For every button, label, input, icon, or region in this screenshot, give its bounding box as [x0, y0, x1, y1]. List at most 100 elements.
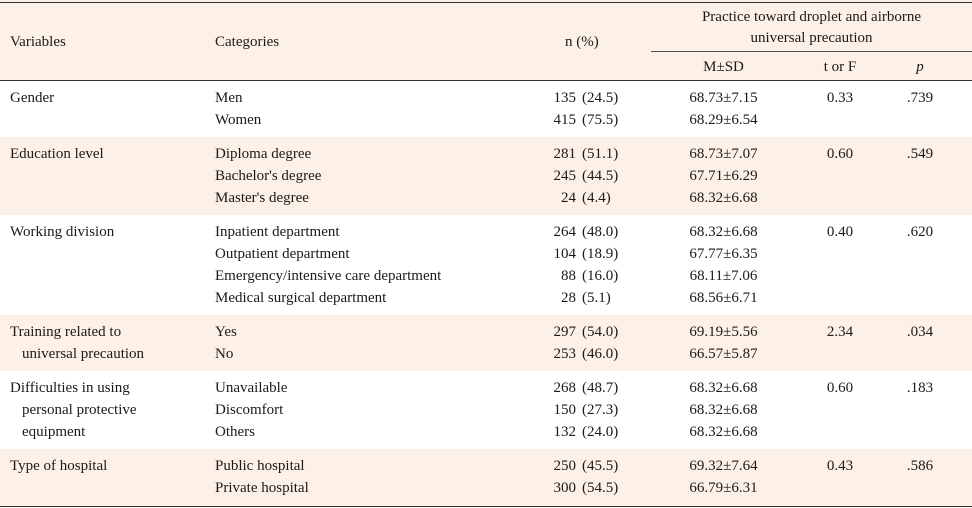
- percent-value: (5.1): [582, 290, 611, 306]
- category-label: Yes: [215, 324, 237, 340]
- n-pct-cell: 297 (54.0): [520, 321, 624, 343]
- category-label: Inpatient department: [215, 224, 340, 240]
- category-label: No: [215, 346, 234, 362]
- n-pct-cell: 264 (48.0): [520, 221, 624, 243]
- test-statistic: 0.60: [826, 380, 854, 396]
- percent-value: (16.0): [582, 268, 619, 284]
- variable-label: Type of hospital: [10, 458, 108, 474]
- count-value: 104: [553, 246, 577, 262]
- category-label: Unavailable: [215, 380, 288, 396]
- mean-sd-value: 68.73±7.15: [689, 90, 758, 106]
- row-band: [0, 449, 972, 506]
- variable-label: Working division: [10, 224, 115, 240]
- n-pct-cell: 253 (46.0): [520, 343, 624, 365]
- mean-sd-value: 68.73±7.07: [689, 146, 758, 162]
- row-band: [0, 315, 972, 371]
- category-label: Private hospital: [215, 480, 309, 496]
- percent-value: (46.0): [582, 346, 619, 362]
- category-label: Discomfort: [215, 402, 284, 418]
- count-value: 268: [553, 380, 577, 396]
- mean-sd-value: 67.77±6.35: [689, 246, 758, 262]
- percent-value: (48.0): [582, 224, 619, 240]
- category-label: Diploma degree: [215, 146, 312, 162]
- n-pct-cell: 300 (54.5): [520, 477, 624, 499]
- test-statistic: 2.34: [826, 324, 854, 340]
- n-pct-cell: 415 (75.5): [520, 109, 624, 131]
- test-statistic: 0.43: [826, 458, 854, 474]
- variable-label: equipment: [22, 424, 86, 440]
- test-statistic: 0.40: [826, 224, 854, 240]
- percent-value: (51.1): [582, 146, 619, 162]
- header-practice-line1: Practice toward droplet and airborne: [701, 9, 922, 25]
- mean-sd-value: 68.56±6.71: [689, 290, 758, 306]
- mean-sd-value: 68.32±6.68: [689, 190, 758, 206]
- count-value: 150: [553, 402, 577, 418]
- percent-value: (24.0): [582, 424, 619, 440]
- percent-value: (48.7): [582, 380, 619, 396]
- n-pct-cell: 150 (27.3): [520, 399, 624, 421]
- count-value: 132: [553, 424, 577, 440]
- category-label: Bachelor's degree: [215, 168, 322, 184]
- mean-sd-value: 69.19±5.56: [689, 324, 758, 340]
- mean-sd-value: 68.11±7.06: [689, 268, 758, 284]
- percent-value: (44.5): [582, 168, 619, 184]
- n-pct-cell: 132 (24.0): [520, 421, 624, 443]
- n-pct-cell: 88 (16.0): [520, 265, 624, 287]
- header-categories: Categories: [215, 34, 280, 50]
- n-pct-cell: 135 (24.5): [520, 87, 624, 109]
- variable-label: Training related to: [10, 324, 122, 340]
- n-pct-cell: 245 (44.5): [520, 165, 624, 187]
- percent-value: (45.5): [582, 458, 619, 474]
- p-value: .549: [906, 146, 934, 162]
- p-value: .586: [906, 458, 934, 474]
- category-label: Master's degree: [215, 190, 309, 206]
- header-msd: M±SD: [703, 59, 744, 75]
- header-p: p: [916, 59, 924, 75]
- header-n-pct: n (%): [565, 34, 599, 50]
- category-label: Women: [215, 112, 262, 128]
- test-statistic: 0.33: [826, 90, 854, 106]
- n-pct-cell: 24 (4.4): [520, 187, 624, 209]
- top-rule: [0, 2, 972, 3]
- mean-sd-value: 66.79±6.31: [689, 480, 758, 496]
- mean-sd-value: 68.32±6.68: [689, 402, 758, 418]
- category-label: Emergency/intensive care department: [215, 268, 442, 284]
- category-label: Public hospital: [215, 458, 305, 474]
- mean-sd-value: 67.71±6.29: [689, 168, 758, 184]
- mean-sd-value: 68.29±6.54: [689, 112, 758, 128]
- count-value: 415: [553, 112, 577, 128]
- mean-sd-value: 68.32±6.68: [689, 424, 758, 440]
- percent-value: (4.4): [582, 190, 611, 206]
- variable-label: Education level: [10, 146, 104, 162]
- row-band: [0, 137, 972, 215]
- n-pct-cell: 268 (48.7): [520, 377, 624, 399]
- mean-sd-value: 68.32±6.68: [689, 380, 758, 396]
- header-background: [0, 0, 972, 80]
- count-value: 135: [553, 90, 577, 106]
- count-value: 24: [561, 190, 576, 206]
- percent-value: (54.0): [582, 324, 619, 340]
- count-value: 28: [561, 290, 576, 306]
- mean-sd-value: 68.32±6.68: [689, 224, 758, 240]
- n-pct-cell: 28 (5.1): [520, 287, 624, 309]
- percent-value: (24.5): [582, 90, 619, 106]
- variable-label: personal protective: [22, 402, 137, 418]
- n-pct-cell: 250 (45.5): [520, 455, 624, 477]
- header-variables: Variables: [10, 34, 66, 50]
- category-label: Outpatient department: [215, 246, 350, 262]
- header-sub-rule: [651, 51, 972, 52]
- percent-value: (75.5): [582, 112, 619, 128]
- percent-value: (54.5): [582, 480, 619, 496]
- category-label: Medical surgical department: [215, 290, 387, 306]
- mean-sd-value: 66.57±5.87: [689, 346, 758, 362]
- count-value: 253: [553, 346, 577, 362]
- p-value: .739: [906, 90, 934, 106]
- test-statistic: 0.60: [826, 146, 854, 162]
- bottom-rule: [0, 506, 972, 507]
- p-value: .034: [906, 324, 934, 340]
- category-label: Others: [215, 424, 255, 440]
- count-value: 245: [553, 168, 577, 184]
- variable-label: Difficulties in using: [10, 380, 130, 396]
- variable-label: Gender: [10, 90, 55, 106]
- count-value: 281: [553, 146, 577, 162]
